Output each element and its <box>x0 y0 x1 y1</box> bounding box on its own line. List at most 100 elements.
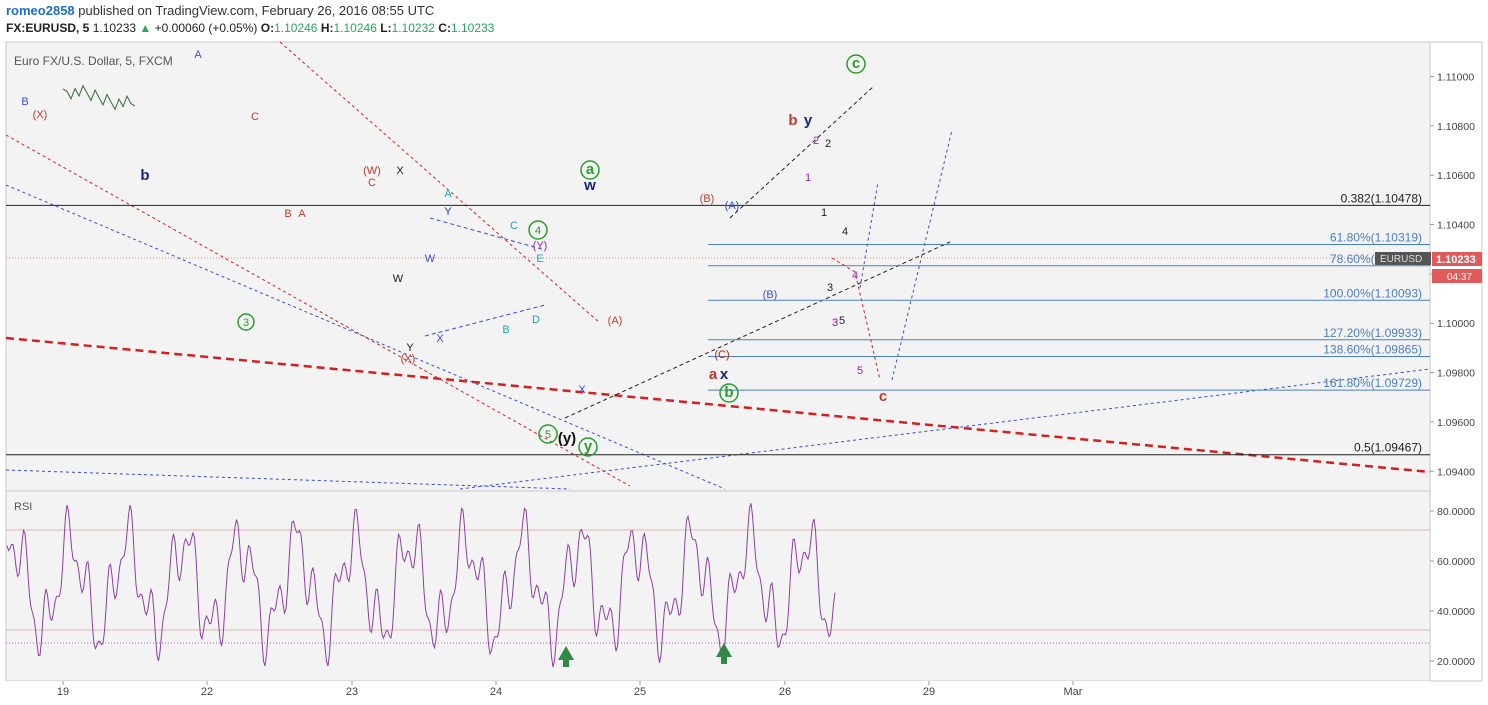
wave-label: B <box>21 96 28 108</box>
low-value: 1.10232 <box>391 21 435 35</box>
wave-label: C <box>510 220 518 232</box>
rsi-pane[interactable] <box>5 490 1431 682</box>
wave-label: A <box>444 188 452 200</box>
red-channel-line <box>279 41 601 324</box>
time-tick-label: 29 <box>923 686 935 698</box>
wave-label: (C) <box>714 349 729 361</box>
wave-label: (A) <box>725 200 740 212</box>
time-tick-label: Mar <box>1064 686 1083 698</box>
wave-label: 1 <box>805 172 811 184</box>
chart-header: romeo2858 published on TradingView.com, … <box>0 0 1488 40</box>
high-label: H: <box>320 21 334 35</box>
wave-label: 5 <box>857 365 863 377</box>
wave-label: y <box>804 112 813 129</box>
price-tick-label: 1.10000 <box>1437 318 1475 330</box>
drawing-overlays <box>5 41 1431 644</box>
wave-label: W <box>425 253 436 265</box>
wave-label: 4 <box>842 226 848 238</box>
price-tick-label: 1.10800 <box>1437 121 1475 133</box>
rsi-tick-label: 60.0000 <box>1437 556 1475 568</box>
high-value: 1.10246 <box>333 21 377 35</box>
wave-label: 5 <box>839 315 845 327</box>
wave-label: w <box>583 177 596 194</box>
price-line <box>62 84 136 111</box>
up-arrow-icon: ▲ <box>139 21 152 35</box>
rsi-title: RSI <box>14 501 32 513</box>
price-axis: 1.110001.108001.106001.104001.102001.100… <box>1430 72 1475 478</box>
wave-label: (W) <box>363 165 381 177</box>
wave-label: (C) <box>714 349 729 361</box>
price-tick-label: 1.09800 <box>1437 368 1475 380</box>
publisher-username[interactable]: romeo2858 <box>6 3 75 18</box>
wave-label: Y <box>444 206 452 218</box>
symbol-badge: EURUSD <box>1380 254 1422 265</box>
wave-label: 3 <box>832 317 838 329</box>
chart-canvas[interactable]: 0.382(1.10478)61.80%(1.10319)78.60%(1.10… <box>0 40 1488 705</box>
wave-label-circle <box>528 220 548 240</box>
blue-triangle-line <box>429 217 546 251</box>
fib-level-label: 61.80%(1.10319) <box>1330 231 1422 245</box>
blue-channel-line <box>5 184 726 490</box>
symbol-badge-bg <box>1375 252 1431 265</box>
last-price: 1.10233 <box>92 21 137 35</box>
wave-label: 2 <box>825 138 831 150</box>
wave-label: a <box>709 366 718 383</box>
time-tick-label: 22 <box>201 686 213 698</box>
price-tick-label: 1.10600 <box>1437 170 1475 182</box>
close-value: 1.10233 <box>450 21 495 35</box>
price-badge-bg <box>1432 252 1482 266</box>
wave-label: x <box>720 366 729 383</box>
price-scale[interactable] <box>1429 41 1483 682</box>
up-arrow-icon <box>558 646 574 667</box>
wave-label: a <box>586 161 595 178</box>
wave-label: C <box>251 111 259 123</box>
wave-label: 5 <box>545 429 551 441</box>
price-tick-label: 1.09600 <box>1437 417 1475 429</box>
wave-label: X <box>436 333 444 345</box>
wave-label: B <box>502 324 509 336</box>
time-badge: 04:37 <box>1447 272 1472 283</box>
black-wedge-line <box>729 85 875 219</box>
fib-level-label: 161.80%(1.09729) <box>1323 376 1422 390</box>
low-label: L: <box>380 21 392 35</box>
red-dashed-trendline <box>5 336 1431 474</box>
wave-label: C <box>368 177 376 189</box>
wave-label: 3 <box>827 282 833 294</box>
wave-label: 3 <box>243 317 249 329</box>
wave-label-circle <box>538 424 558 444</box>
wave-label: X <box>396 165 404 177</box>
price-tick-label: 1.10400 <box>1437 220 1475 232</box>
wave-label: (y) <box>558 430 576 447</box>
wave-label: (B) <box>700 193 715 205</box>
price-pane[interactable] <box>5 41 1431 492</box>
fibonacci-levels: 0.382(1.10478)61.80%(1.10319)78.60%(1.10… <box>6 191 1430 456</box>
blue-trendline <box>459 368 1431 490</box>
price-badge: 1.10233 <box>1436 254 1476 266</box>
wave-label: b <box>724 384 733 401</box>
wave-label: b <box>140 167 149 184</box>
red-channel-line <box>5 134 631 487</box>
time-scale[interactable] <box>6 681 1430 703</box>
publisher-line: romeo2858 published on TradingView.com, … <box>6 3 434 18</box>
price-tick-label: 1.09400 <box>1437 466 1475 478</box>
time-axis: 19 22 23 24 25 26 29 Mar <box>57 681 1083 698</box>
wave-label-circle <box>237 313 255 331</box>
wave-label-circle <box>580 160 600 180</box>
rsi-tick-label: 20.0000 <box>1437 656 1475 668</box>
published-info: published on TradingView.com, February 2… <box>78 3 435 18</box>
wave-label: W <box>393 273 404 285</box>
fib-level-label: 0.5(1.09467) <box>1354 441 1422 455</box>
wave-label: 4 <box>852 270 858 282</box>
wave-label: X <box>578 384 586 396</box>
change-value: +0.00060 (+0.05%) <box>154 21 258 35</box>
rsi-line <box>6 503 836 668</box>
wave-label: Y <box>444 206 452 218</box>
open-value: 1.10246 <box>274 21 318 35</box>
time-tick-label: 26 <box>779 686 791 698</box>
black-wedge-line <box>564 241 951 419</box>
wave-label: D <box>532 314 540 326</box>
wave-label: 3 <box>832 317 838 329</box>
wave-label-circle <box>719 383 739 403</box>
time-tick-label: 24 <box>490 686 502 698</box>
